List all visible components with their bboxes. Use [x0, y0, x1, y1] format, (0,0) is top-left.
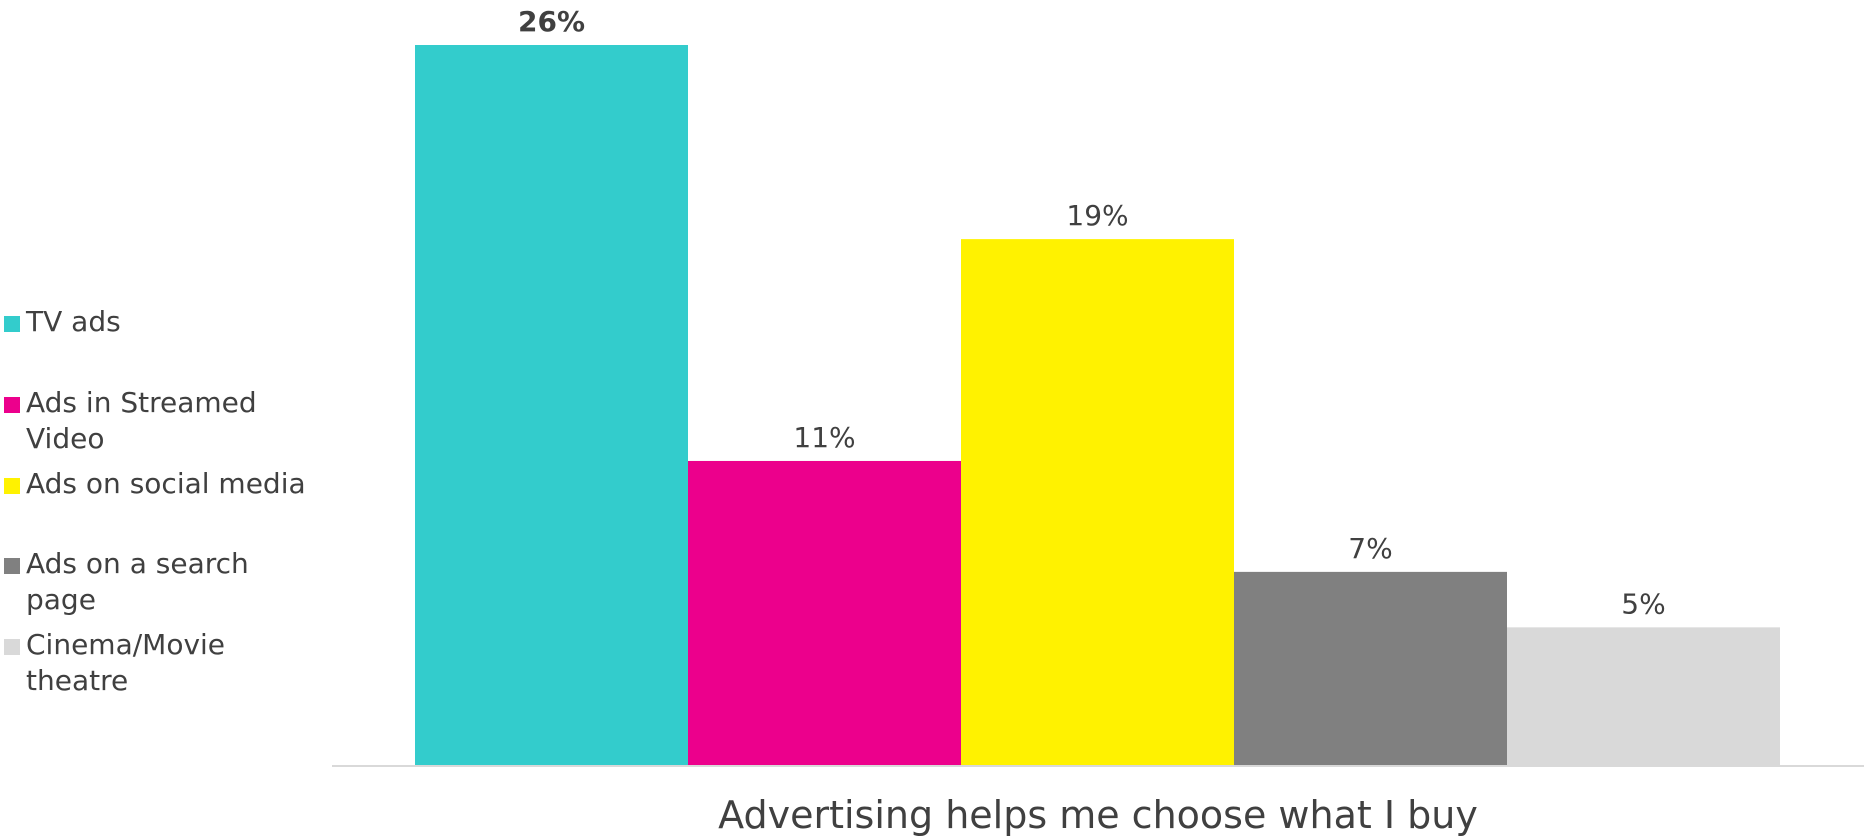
legend-label: Ads in Streamed Video — [26, 386, 257, 455]
legend-swatch-social-media — [4, 478, 20, 494]
data-label-0: 26% — [518, 5, 585, 38]
legend-swatch-tv-ads — [4, 316, 20, 332]
data-label-1: 11% — [793, 421, 855, 454]
legend-label: TV ads — [26, 305, 121, 338]
legend-item-tv-ads: TV ads — [4, 304, 334, 340]
bar-2 — [961, 239, 1234, 767]
data-labels-layer: 26% 11% 19% 7% 5% — [518, 5, 1666, 620]
legend-label: Ads on a search page — [26, 547, 249, 616]
legend-label: Cinema/Movie theatre — [26, 628, 226, 697]
legend-swatch-search-page — [4, 558, 20, 574]
category-label: Advertising helps me choose what I buy — [718, 793, 1478, 836]
legend-swatch-streamed-video — [4, 397, 20, 413]
bar-0 — [415, 45, 688, 766]
legend-item-search-page: Ads on a search page — [4, 546, 334, 618]
data-label-4: 5% — [1621, 587, 1665, 620]
bar-1 — [688, 460, 961, 766]
bars-layer — [415, 45, 1780, 767]
legend: TV ads Ads in Streamed Video Ads on soci… — [4, 0, 334, 836]
data-label-2: 19% — [1066, 199, 1128, 232]
data-label-3: 7% — [1348, 532, 1392, 565]
legend-label: Ads on social media — [26, 467, 306, 500]
bar-4 — [1507, 627, 1780, 766]
legend-swatch-cinema — [4, 639, 20, 655]
legend-item-social-media: Ads on social media — [4, 466, 334, 502]
legend-item-cinema: Cinema/Movie theatre — [4, 627, 334, 699]
legend-item-streamed-video: Ads in Streamed Video — [4, 385, 334, 457]
bar-3 — [1234, 571, 1507, 766]
